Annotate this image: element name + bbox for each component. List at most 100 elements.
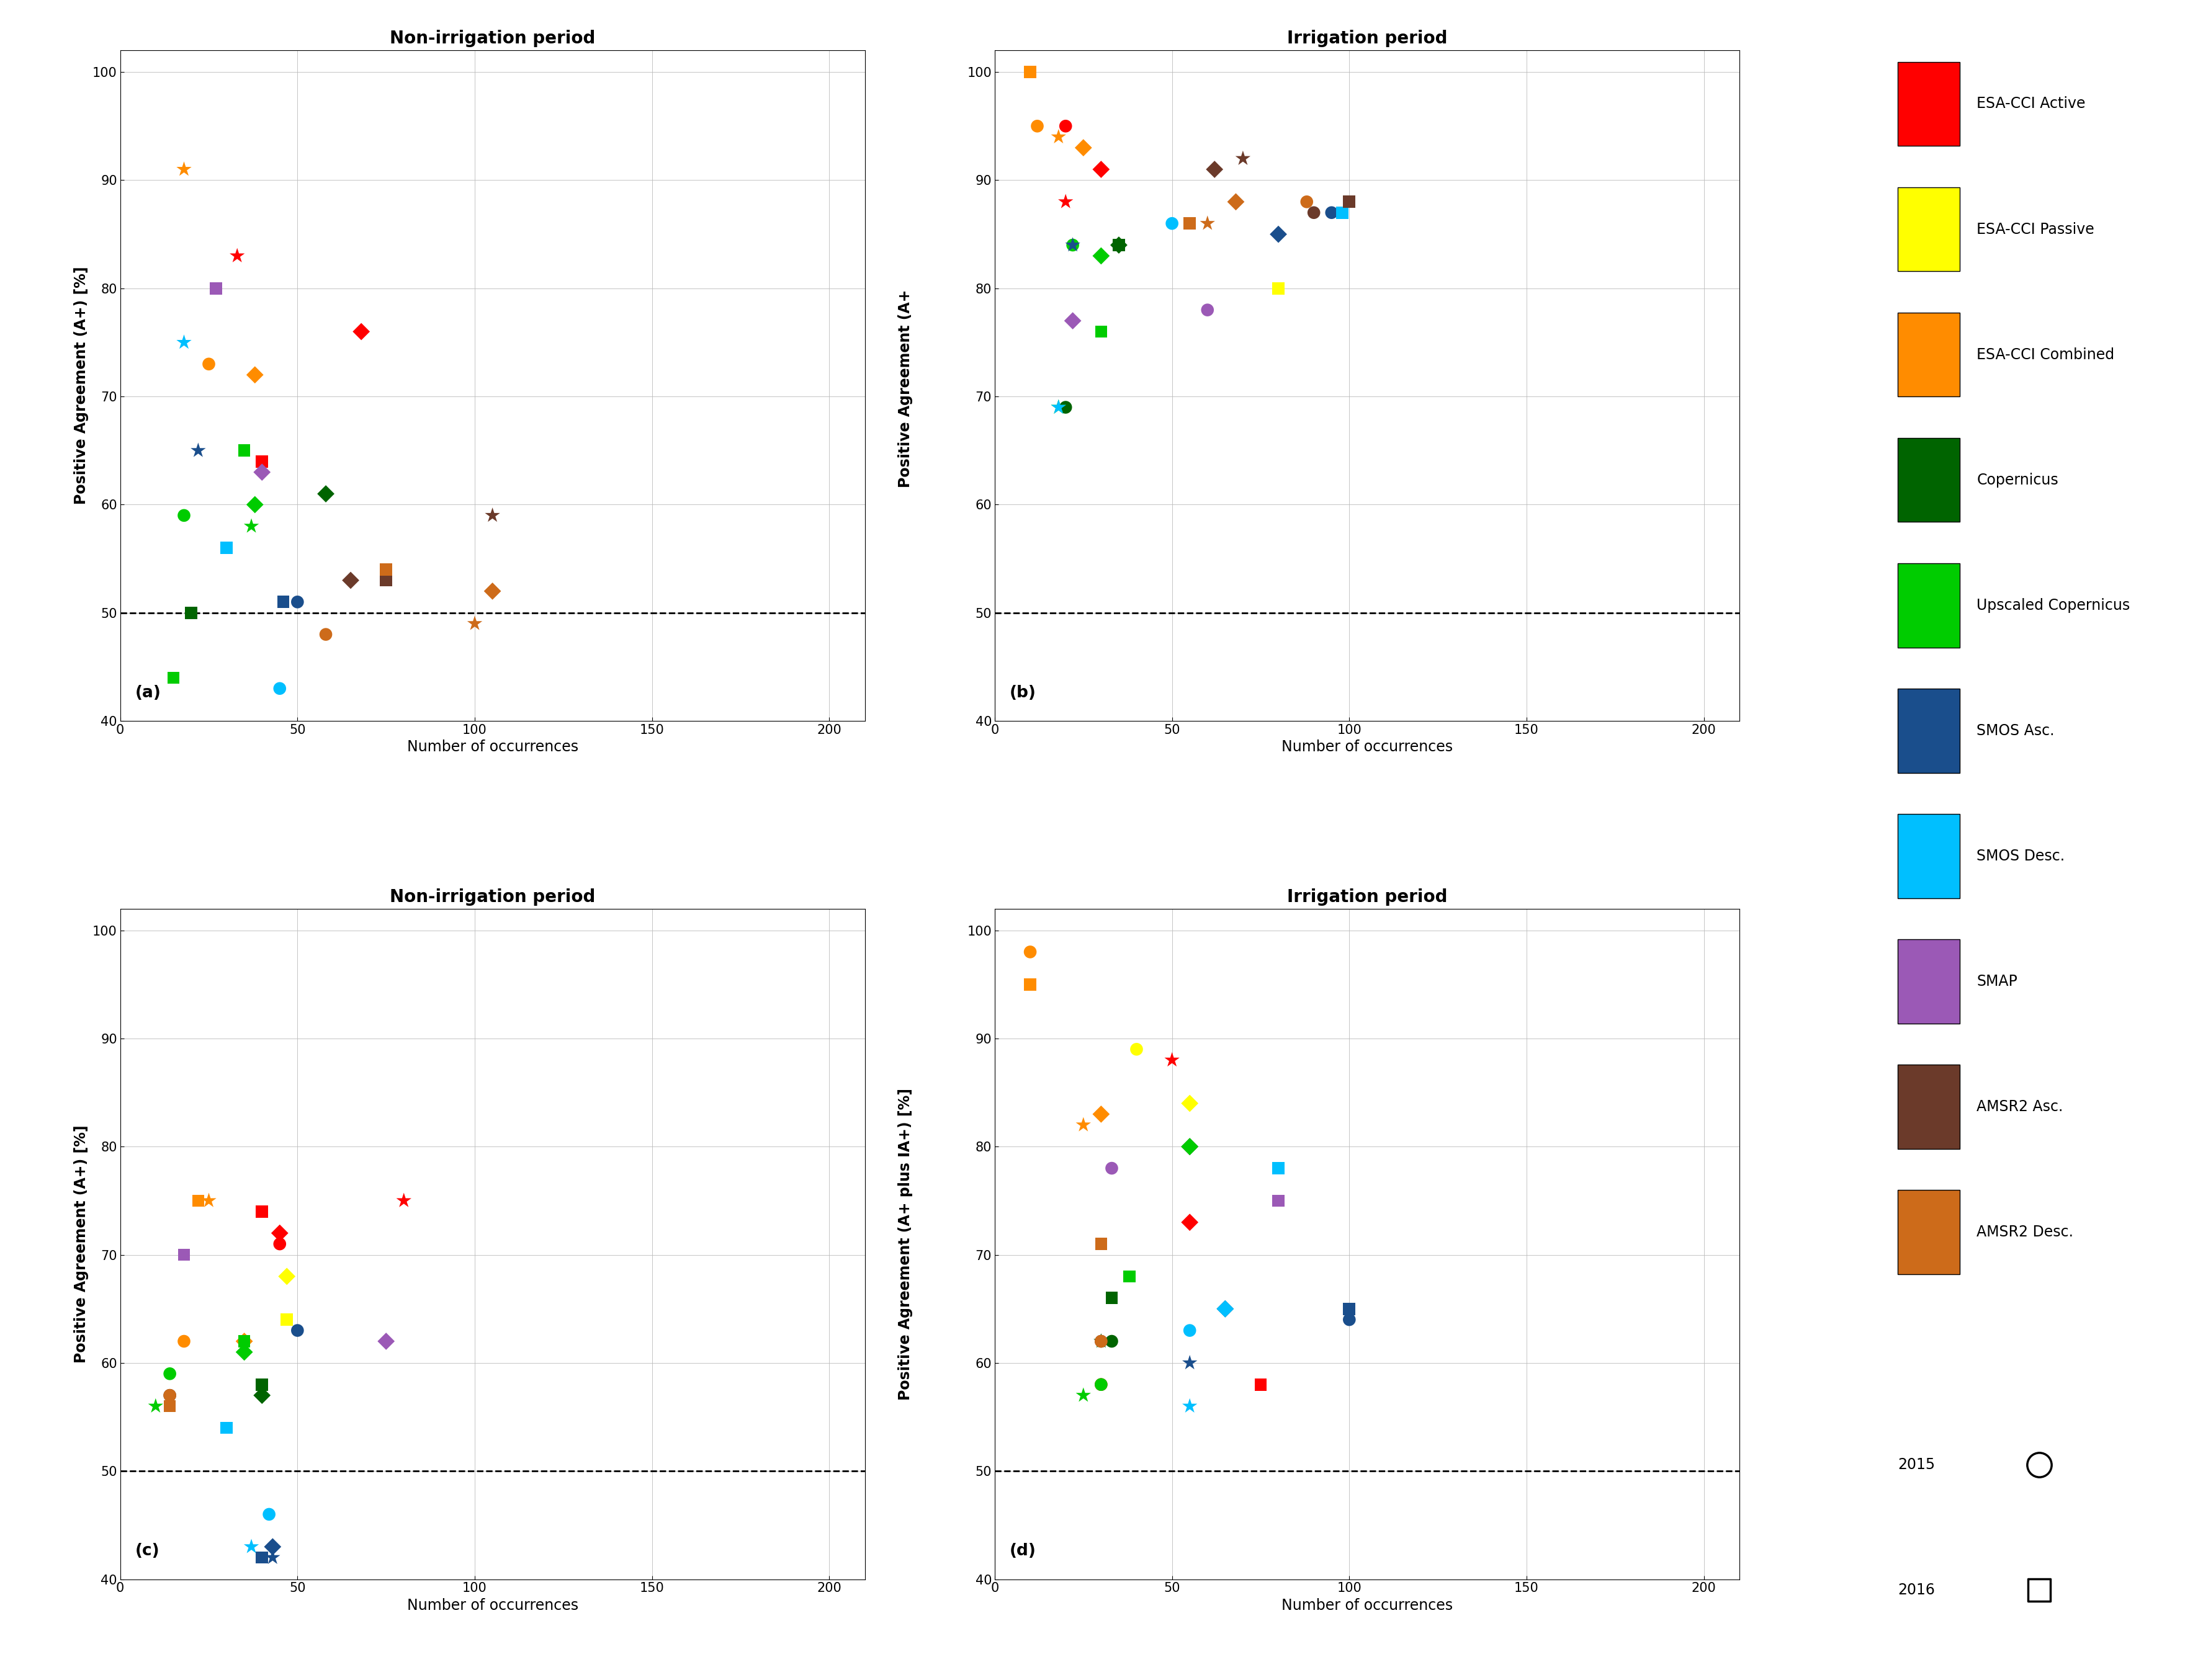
Point	[1084, 1100, 1119, 1127]
Point	[332, 566, 367, 593]
Point	[1243, 1371, 1278, 1398]
Point	[251, 1500, 286, 1527]
Bar	[1897, 1065, 1960, 1149]
Point	[369, 1327, 404, 1354]
Bar	[1897, 939, 1960, 1023]
Text: AMSR2 Desc.: AMSR2 Desc.	[1977, 1225, 2074, 1240]
Point	[1324, 200, 1359, 227]
Bar	[1897, 62, 1960, 146]
Point	[181, 1188, 216, 1215]
Point	[1261, 1154, 1296, 1181]
Point	[1154, 210, 1189, 237]
Point	[1313, 200, 1348, 227]
Bar	[1897, 1189, 1960, 1273]
Point	[234, 1534, 269, 1561]
Point	[1324, 200, 1359, 227]
Point	[1154, 1047, 1189, 1074]
Point	[1208, 1295, 1243, 1322]
Bar	[1897, 815, 1960, 899]
Point	[280, 588, 315, 615]
Point	[1066, 1112, 1101, 1139]
Bar	[1897, 689, 1960, 773]
Title: Non-irrigation period: Non-irrigation period	[389, 889, 594, 906]
Point	[192, 1188, 227, 1215]
Text: SMAP: SMAP	[1977, 974, 2017, 990]
Point	[1119, 1037, 1154, 1063]
Point	[1296, 200, 1331, 227]
Point	[1055, 307, 1090, 334]
Point	[245, 449, 280, 475]
Point	[1049, 393, 1084, 420]
Point	[1084, 318, 1119, 344]
Point	[181, 437, 216, 464]
Point	[1040, 393, 1075, 420]
Point	[1095, 1154, 1130, 1181]
Point	[227, 1327, 262, 1354]
Point	[1101, 232, 1136, 259]
Point	[238, 361, 273, 388]
Point	[1084, 242, 1119, 269]
Point	[1173, 210, 1208, 237]
Title: Irrigation period: Irrigation period	[1287, 889, 1446, 906]
Point	[1173, 1317, 1208, 1344]
X-axis label: Number of occurrences: Number of occurrences	[406, 1598, 579, 1613]
Point	[1197, 156, 1232, 183]
Point	[1173, 1134, 1208, 1161]
Point	[1084, 1327, 1119, 1354]
Point	[155, 664, 190, 690]
Text: Positive Agreement (A+: Positive Agreement (A+	[898, 284, 913, 487]
Point	[308, 480, 343, 507]
Point	[1084, 1371, 1119, 1398]
Point	[1289, 188, 1324, 215]
Point	[1020, 113, 1055, 139]
Point	[1261, 276, 1296, 302]
Point	[234, 512, 269, 539]
Point	[166, 502, 201, 529]
Point	[1219, 188, 1254, 215]
Y-axis label: Positive Agreement (A+) [%]: Positive Agreement (A+) [%]	[74, 1126, 90, 1362]
Point	[1084, 1327, 1119, 1354]
Point	[227, 1327, 262, 1354]
Point	[166, 1242, 201, 1268]
Point	[1040, 393, 1075, 420]
Point	[1112, 1263, 1147, 1290]
Point	[1084, 1230, 1119, 1257]
Text: AMSR2 Asc.: AMSR2 Asc.	[1977, 1099, 2063, 1114]
Point	[280, 1317, 315, 1344]
Point	[1049, 113, 1084, 139]
X-axis label: Number of occurrences: Number of occurrences	[406, 739, 579, 754]
Point	[1012, 971, 1047, 998]
Point	[1095, 1327, 1130, 1354]
Point	[256, 1544, 291, 1571]
Title: Non-irrigation period: Non-irrigation period	[389, 30, 594, 47]
Point	[1084, 156, 1119, 183]
Point	[1173, 1134, 1208, 1161]
Text: SMOS Asc.: SMOS Asc.	[1977, 724, 2054, 738]
Bar	[1897, 563, 1960, 647]
Text: SMOS Desc.: SMOS Desc.	[1977, 848, 2065, 864]
Point	[245, 1383, 280, 1410]
Point	[474, 578, 509, 605]
Point	[1261, 1188, 1296, 1215]
X-axis label: Number of occurrences: Number of occurrences	[1280, 739, 1453, 754]
Point	[166, 1327, 201, 1354]
Point	[221, 242, 256, 269]
Point	[210, 1415, 245, 1441]
Point	[227, 1339, 262, 1366]
Point	[269, 1307, 304, 1334]
Point	[1066, 134, 1101, 161]
Point	[1173, 1393, 1208, 1420]
Point	[474, 502, 509, 529]
Text: (c): (c)	[135, 1542, 160, 1559]
Point	[1208, 1295, 1243, 1322]
Point	[1333, 1295, 1368, 1322]
Point	[153, 1361, 188, 1388]
Point	[153, 1393, 188, 1420]
Text: ESA-CCI Active: ESA-CCI Active	[1977, 96, 2087, 111]
Point	[369, 556, 404, 583]
Point	[267, 588, 302, 615]
Point	[245, 1198, 280, 1225]
Point	[262, 1220, 297, 1247]
Point	[457, 610, 492, 637]
Point	[153, 1383, 188, 1410]
